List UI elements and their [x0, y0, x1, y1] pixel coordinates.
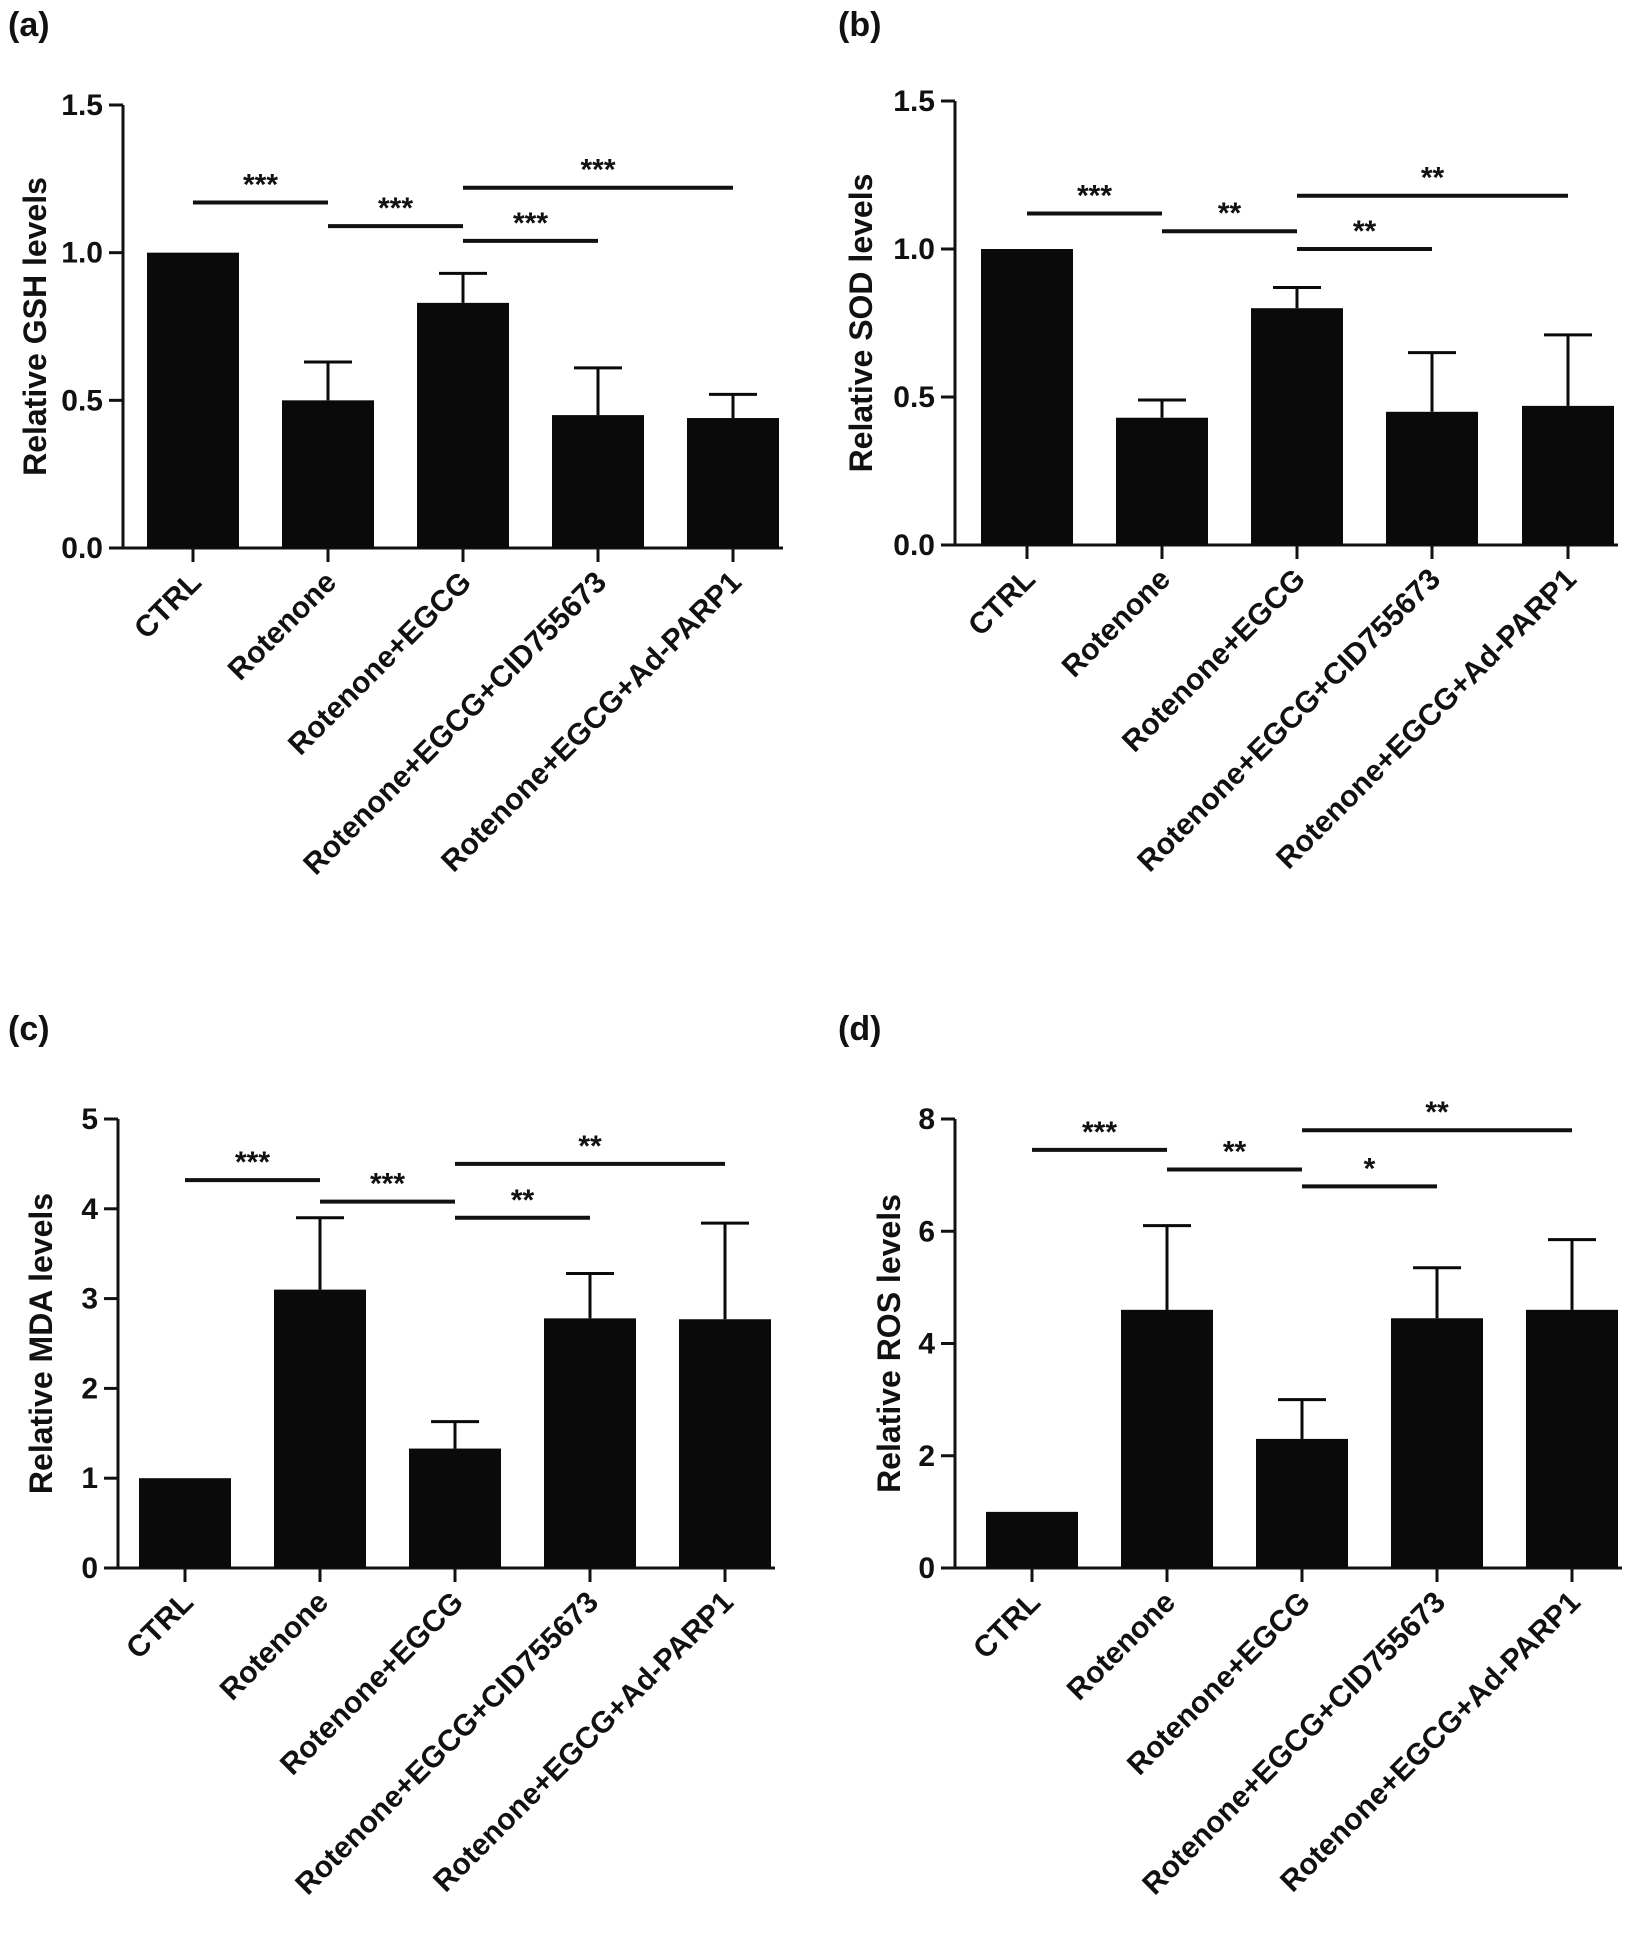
panel-letter: (b) [838, 6, 881, 44]
bar-0 [139, 1478, 231, 1568]
y-axis-title: Relative MDA levels [23, 1193, 59, 1494]
significance-label: ** [578, 1130, 602, 1163]
bar-2 [1256, 1438, 1348, 1568]
y-tick-label: 0.5 [61, 384, 103, 417]
significance-label: ** [1425, 1096, 1449, 1129]
category-label: Rotenone+EGCG+Ad-PARP1 [1274, 1586, 1587, 1899]
bar-0 [981, 249, 1073, 545]
y-tick-label: 3 [81, 1283, 98, 1316]
y-axis-title: Relative SOD levels [843, 174, 879, 473]
y-tick-label: 8 [918, 1103, 935, 1136]
bar-2 [1251, 308, 1343, 545]
y-tick-label: 0 [81, 1552, 98, 1585]
bar-3 [544, 1318, 636, 1568]
y-tick-label: 4 [81, 1193, 98, 1226]
y-tick-label: 0.0 [61, 532, 103, 565]
significance-label: *** [370, 1168, 405, 1201]
bar-4 [1522, 405, 1614, 545]
category-label: CTRL [962, 563, 1042, 643]
y-tick-label: 2 [81, 1372, 98, 1405]
panel-letter: (a) [8, 6, 50, 44]
y-tick-label: 4 [918, 1328, 935, 1361]
y-tick-label: 0 [918, 1552, 935, 1585]
significance-label: *** [513, 207, 548, 240]
category-label: Rotenone+EGCG+CID755673 [1131, 563, 1447, 879]
category-label: CTRL [120, 1586, 200, 1666]
y-tick-label: 1.5 [893, 85, 935, 118]
category-label: Rotenone+EGCG+Ad-PARP1 [427, 1586, 740, 1899]
bar-3 [1391, 1318, 1483, 1568]
significance-label: ** [1421, 162, 1445, 195]
category-label: Rotenone [1056, 563, 1177, 684]
bar-0 [147, 252, 239, 548]
significance-label: ** [1353, 215, 1377, 248]
significance-label: *** [580, 154, 615, 187]
panel-letter: (c) [8, 1010, 50, 1048]
y-tick-label: 1.5 [61, 89, 103, 122]
y-tick-label: 2 [918, 1440, 935, 1473]
y-tick-label: 6 [918, 1215, 935, 1248]
significance-label: ** [511, 1184, 535, 1217]
y-axis-title: Relative ROS levels [871, 1194, 907, 1493]
significance-label: * [1364, 1152, 1376, 1185]
bar-0 [986, 1511, 1078, 1568]
y-tick-label: 1.0 [893, 233, 935, 266]
category-label: Rotenone [1061, 1586, 1182, 1707]
significance-label: ** [1223, 1136, 1247, 1169]
bar-1 [1116, 417, 1208, 545]
bar-3 [552, 415, 644, 548]
bar-4 [1526, 1309, 1618, 1568]
y-tick-label: 5 [81, 1103, 98, 1136]
y-tick-label: 1 [81, 1462, 98, 1495]
significance-label: *** [243, 168, 278, 201]
significance-label: *** [1082, 1116, 1117, 1149]
y-tick-label: 0.0 [893, 529, 935, 562]
significance-label: *** [1077, 179, 1112, 212]
panel-d: (d) 0 2 4 6 8 Relative ROS levels CTRL Rotenone R… [838, 1010, 1622, 1901]
bar-1 [1121, 1309, 1213, 1568]
bar-1 [274, 1289, 366, 1568]
significance-label: *** [378, 192, 413, 225]
bar-2 [409, 1448, 501, 1568]
bar-4 [687, 418, 779, 548]
category-label: Rotenone+EGCG+Ad-PARP1 [1270, 563, 1583, 876]
significance-label: ** [1218, 197, 1242, 230]
y-tick-label: 0.5 [893, 381, 935, 414]
y-axis-title: Relative GSH levels [17, 177, 53, 476]
bar-3 [1386, 411, 1478, 545]
significance-label: *** [235, 1146, 270, 1179]
panel-letter: (d) [838, 1010, 881, 1048]
bar-4 [679, 1319, 771, 1568]
category-label: Rotenone+EGCG+Ad-PARP1 [435, 566, 748, 879]
y-tick-label: 1.0 [61, 237, 103, 270]
category-label: CTRL [967, 1586, 1047, 1666]
category-label: CTRL [128, 566, 208, 646]
category-label: Rotenone [222, 566, 343, 687]
category-label: Rotenone [214, 1586, 335, 1707]
bar-1 [282, 400, 374, 548]
bar-2 [417, 302, 509, 548]
